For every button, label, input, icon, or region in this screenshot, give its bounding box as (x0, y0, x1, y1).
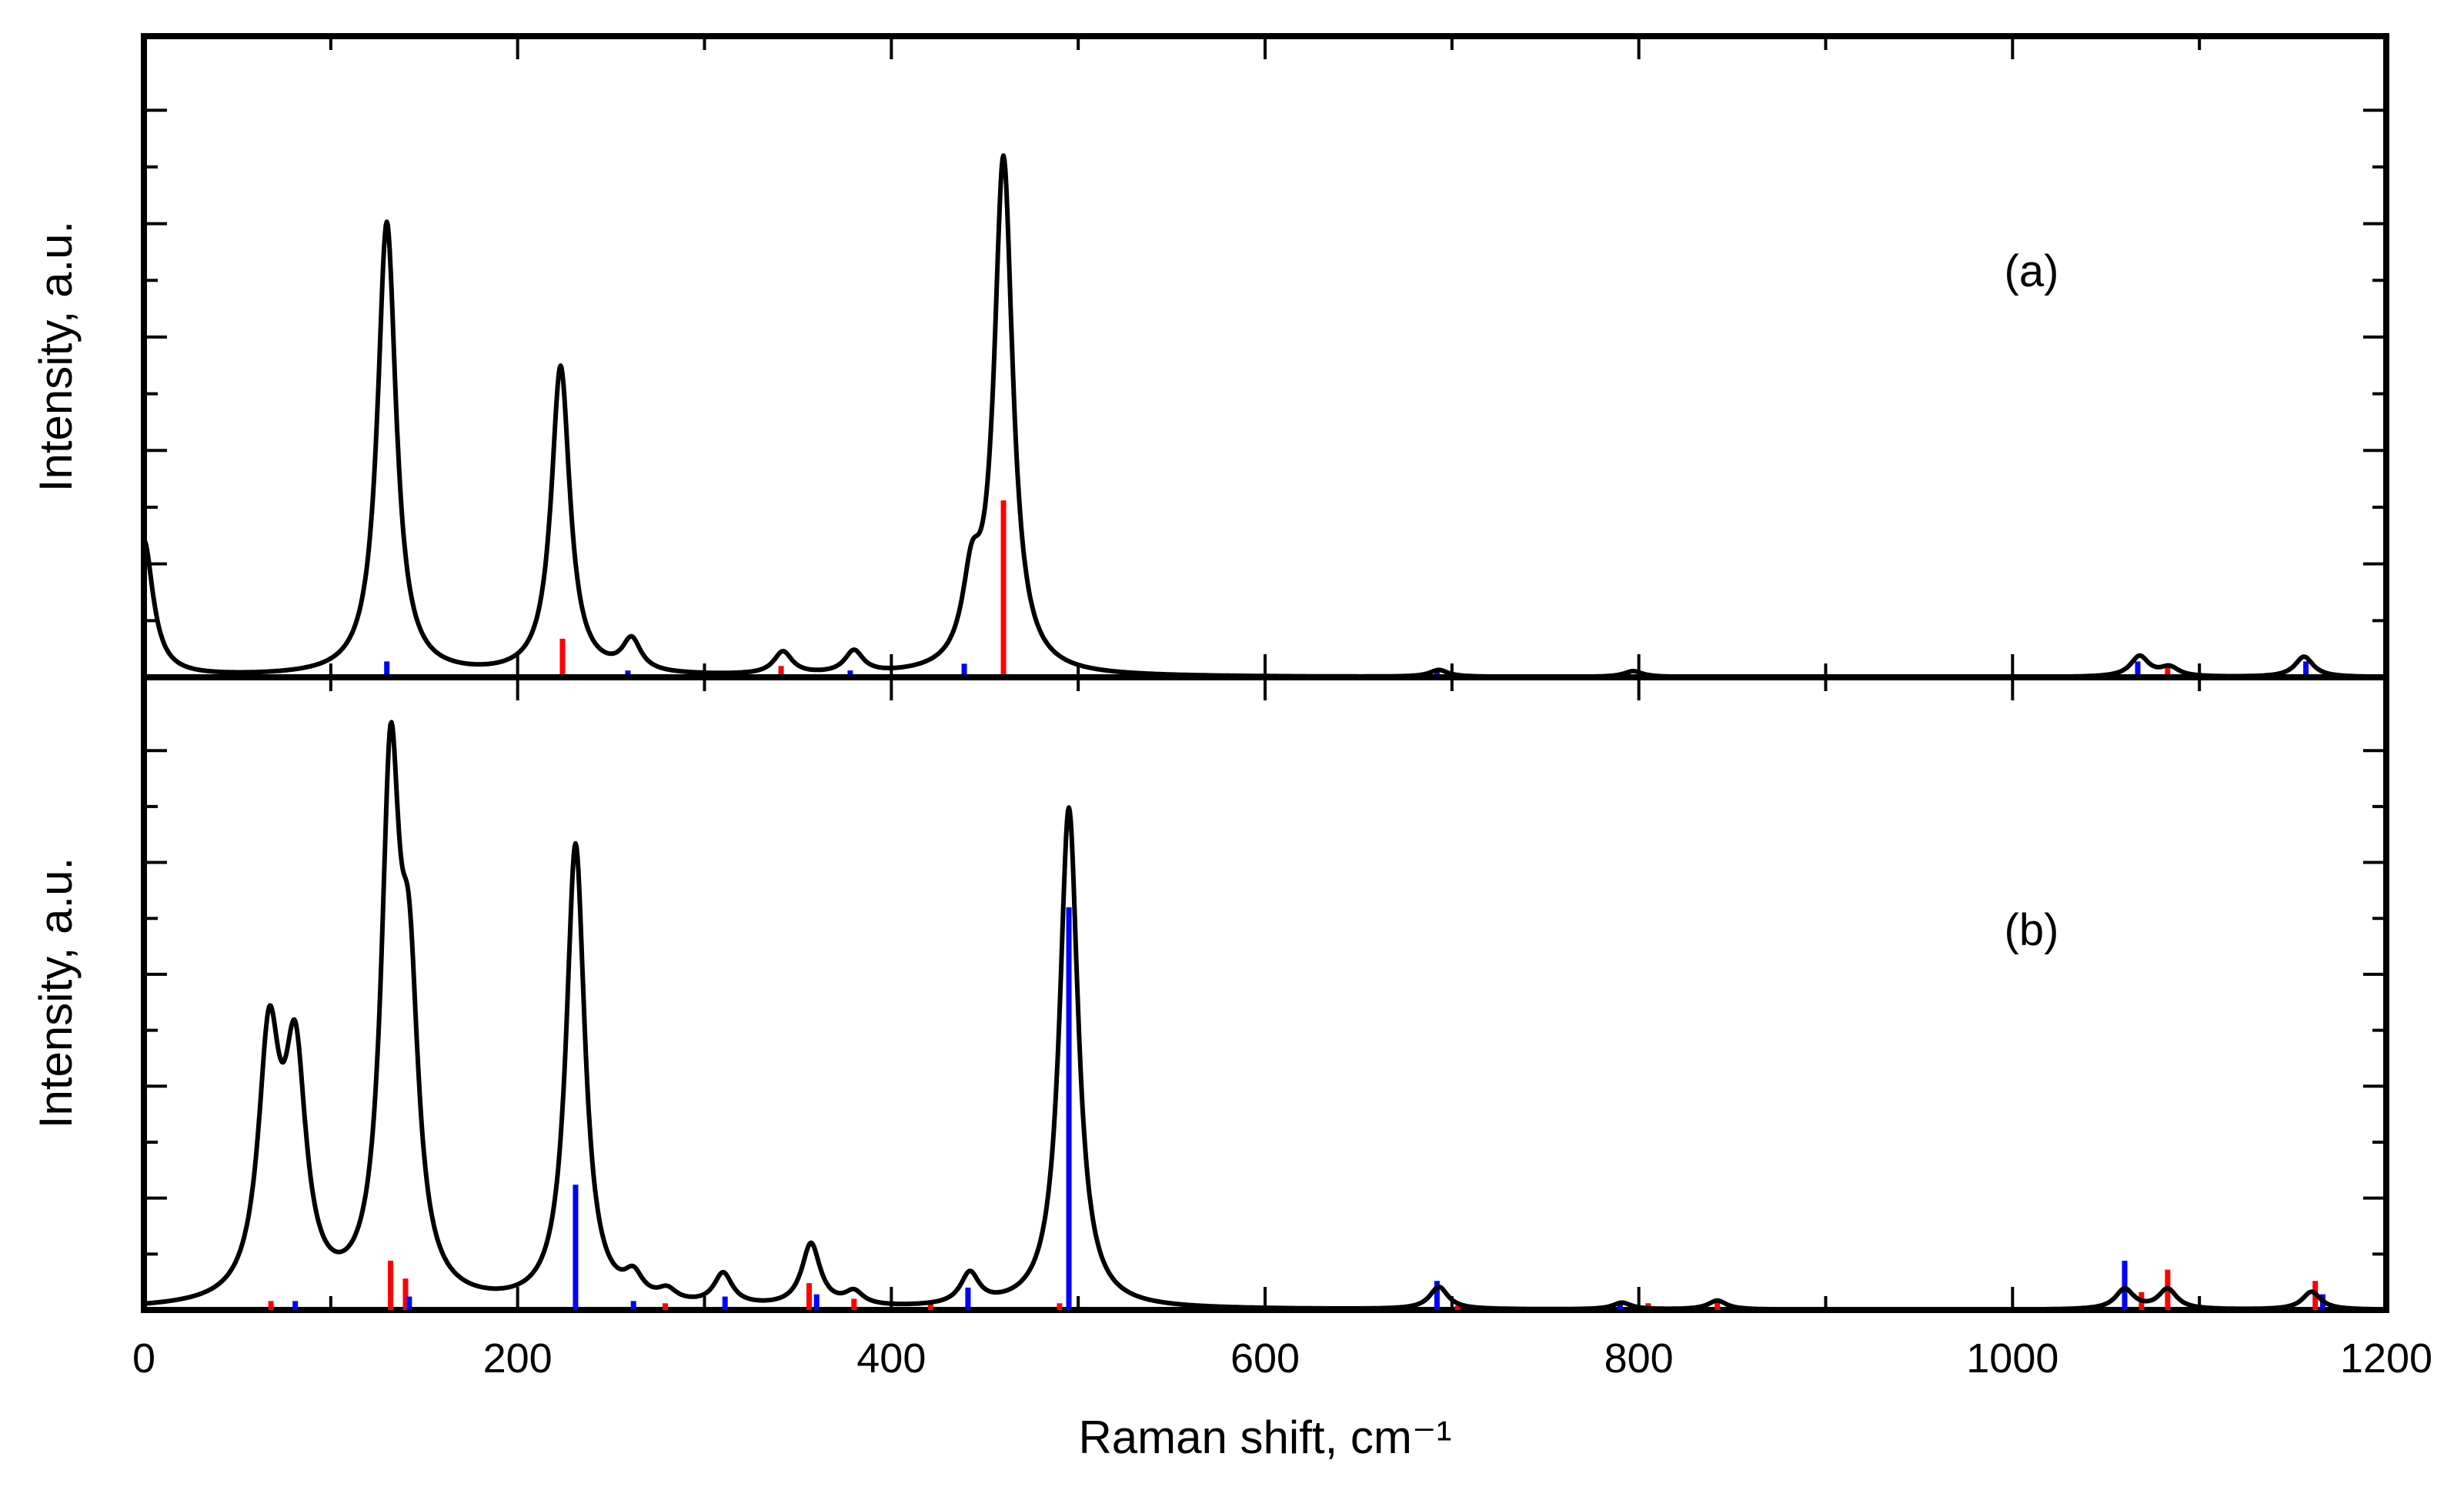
panel-b-ylabel: Intensity, a.u. (30, 857, 82, 1128)
x-tick-label: 200 (483, 1335, 553, 1382)
x-tick-labels: 0 200 400 600 800 1000 1200 (132, 1335, 2432, 1382)
x-tick-label: 600 (1230, 1335, 1300, 1382)
x-tick-label: 1200 (2340, 1335, 2432, 1382)
x-axis-title: Raman shift, cm⁻¹ (1078, 1412, 1451, 1463)
panel-a-ticks (142, 36, 2388, 679)
panel-a: (a) Intensity, a.u. (30, 33, 2389, 680)
x-tick-label: 800 (1604, 1335, 1674, 1382)
x-tick-label: 1000 (1966, 1335, 2058, 1382)
panel-a-frame (141, 33, 2389, 680)
panel-b-spectrum-line (142, 720, 2388, 1312)
panel-a-sticks (384, 500, 2309, 677)
x-tick-label: 400 (856, 1335, 926, 1382)
panel-b-sticks (268, 907, 2325, 1310)
panel-b-ticks (142, 677, 2388, 1312)
panel-a-spectrum-line (142, 153, 2388, 680)
panel-b: (b) Intensity, a.u. (30, 674, 2389, 1313)
panel-a-ylabel: Intensity, a.u. (30, 221, 82, 492)
panel-a-label: (a) (2005, 246, 2059, 296)
x-tick-label: 0 (132, 1335, 155, 1382)
panel-b-frame (141, 674, 2389, 1313)
panel-b-label: (b) (2005, 905, 2059, 955)
